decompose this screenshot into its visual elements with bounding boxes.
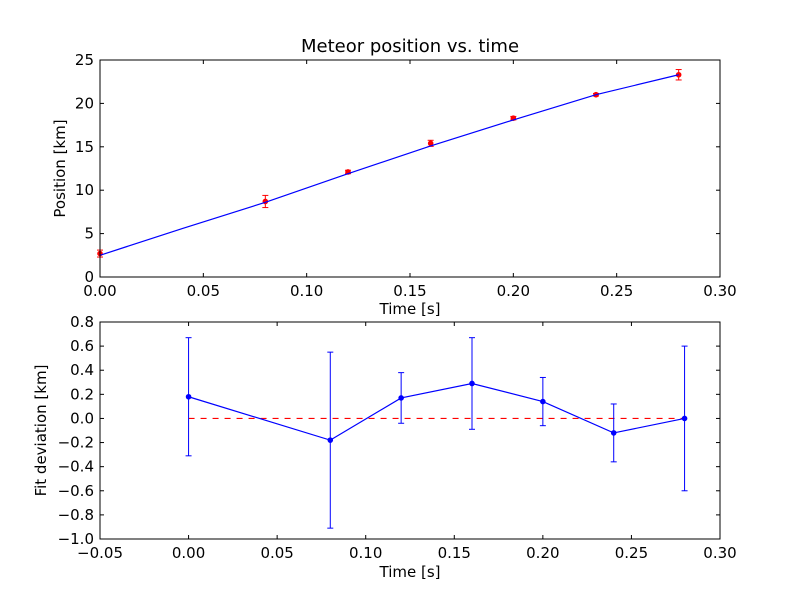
data-point: [398, 395, 404, 401]
x-tick-label: 0.00: [172, 544, 205, 562]
y-tick-label: 5: [84, 225, 94, 243]
y-tick-label: 25: [75, 51, 94, 69]
x-tick-label: 0.20: [526, 544, 559, 562]
bottom-axes-frame: [99, 321, 721, 540]
y-tick-label: −0.8: [58, 506, 94, 524]
y-tick-label: 0.8: [70, 313, 94, 331]
data-point: [681, 415, 688, 422]
y-tick-label: 10: [75, 181, 94, 199]
bottom-x-axis-label: Time [s]: [379, 563, 441, 581]
deviation-line: [188, 382, 685, 441]
top-axes-frame: [99, 59, 721, 278]
x-tick-label: 0.25: [615, 544, 648, 562]
deviation-axes: Time [s] Fit deviation [km] −0.05 0.00 0.0…: [32, 313, 737, 581]
y-tick-label: 0.2: [70, 385, 94, 403]
x-tick-label: 0.10: [349, 544, 382, 562]
y-tick-label: −0.2: [58, 434, 94, 452]
y-tick-label: 0.6: [70, 337, 94, 355]
data-point: [469, 380, 475, 387]
position-axes: Meteor position vs. time Time [s] Positi…: [51, 36, 737, 318]
y-tick-label: −0.6: [58, 482, 94, 500]
y-tick-label: −0.4: [58, 458, 94, 476]
x-tick-label: 0.05: [187, 282, 220, 300]
data-point: [540, 398, 546, 405]
data-point: [610, 430, 617, 436]
x-tick-label: 0.00: [83, 282, 116, 300]
bottom-y-axis-label: Fit deviation [km]: [32, 365, 50, 497]
y-tick-label: 0: [84, 268, 94, 286]
x-tick-label: 0.30: [703, 282, 736, 300]
y-tick-label: 15: [75, 138, 94, 156]
x-tick-label: 0.05: [260, 544, 293, 562]
data-point: [185, 393, 192, 400]
y-tick-label: 0.0: [70, 409, 94, 427]
x-tick-label: 0.10: [290, 282, 323, 300]
x-tick-label: 0.15: [393, 282, 426, 300]
fit-line: [99, 74, 679, 256]
y-tick-label: −1.0: [58, 530, 94, 548]
x-tick-label: 0.30: [703, 544, 736, 562]
x-tick-label: −0.05: [77, 544, 123, 562]
y-tick-label: 20: [75, 94, 94, 112]
x-tick-label: 0.20: [497, 282, 530, 300]
top-chart-title: Meteor position vs. time: [301, 36, 519, 57]
top-x-axis-label: Time [s]: [379, 300, 441, 318]
top-y-axis-label: Position [km]: [51, 119, 69, 217]
data-point: [327, 437, 334, 443]
y-tick-label: 0.4: [70, 361, 94, 379]
x-tick-label: 0.25: [600, 282, 633, 300]
x-tick-label: 0.15: [438, 544, 471, 562]
